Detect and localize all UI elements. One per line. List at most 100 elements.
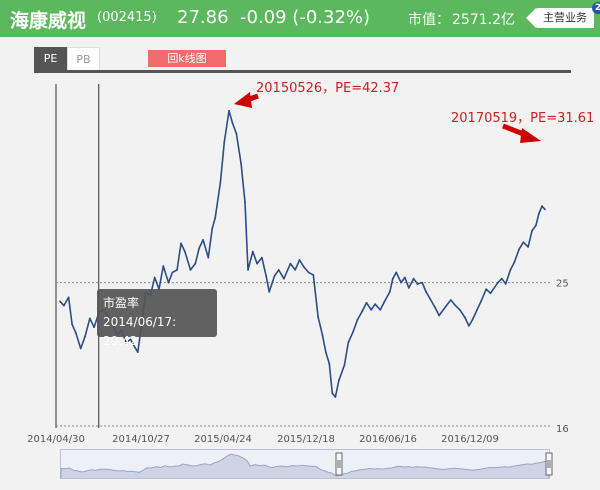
pe-point-72 — [370, 308, 373, 311]
pe-point-42 — [240, 162, 243, 165]
pe-point-39 — [228, 109, 230, 112]
pe-point-99 — [489, 292, 492, 295]
pe-point-18 — [136, 351, 139, 353]
pe-point-53 — [289, 262, 292, 265]
pe-point-82 — [412, 277, 415, 280]
pe-point-61 — [324, 351, 327, 353]
pe-point-31 — [194, 262, 197, 265]
pe-point-106 — [522, 241, 525, 244]
pe-point-51 — [277, 269, 280, 271]
pe-point-58 — [312, 274, 315, 276]
pe-point-67 — [347, 341, 350, 344]
pe-point-27 — [176, 269, 179, 271]
pe-point-34 — [207, 256, 210, 259]
annotation-label-2017: 20170519，PE=31.61 — [451, 111, 594, 126]
pe-point-95 — [471, 319, 474, 321]
x-tick-label: 2014/10/27 — [112, 434, 170, 445]
pe-point-57 — [307, 271, 310, 274]
pe-point-111 — [541, 205, 543, 208]
pe-point-91 — [454, 304, 457, 307]
pe-point-47 — [261, 256, 263, 259]
pe-point-4 — [75, 332, 77, 335]
kline-button[interactable]: 回k线图 — [148, 50, 226, 67]
pe-point-98 — [485, 288, 488, 291]
pe-point-71 — [365, 301, 368, 304]
pe-point-104 — [513, 261, 516, 264]
pe-point-60 — [321, 333, 324, 336]
tab-pb[interactable]: PB — [67, 47, 100, 71]
pe-point-2 — [67, 296, 70, 299]
header-bar: 海康威视 (002415) 27.86 -0.09 (-0.32%) 市值： 2… — [0, 0, 600, 37]
pe-point-59 — [317, 316, 319, 318]
pe-point-29 — [184, 250, 186, 253]
pe-point-37 — [219, 181, 222, 184]
pe-series-line — [59, 110, 546, 398]
pe-point-70 — [361, 310, 364, 313]
annotation-label-2015: 20150526，PE=42.37 — [256, 81, 399, 96]
pe-point-55 — [298, 259, 301, 261]
pe-point-50 — [273, 275, 276, 278]
pe-point-52 — [283, 277, 285, 280]
pe-point-103 — [509, 269, 512, 271]
pe-point-79 — [400, 281, 402, 284]
pe-point-89 — [445, 304, 448, 307]
tab-pe[interactable]: PE — [34, 47, 67, 71]
pe-point-112 — [544, 208, 546, 211]
pe-point-62 — [328, 362, 331, 365]
y-tick-label: 16 — [556, 424, 569, 435]
stock-price: 27.86 — [177, 7, 229, 28]
pe-point-30 — [189, 269, 192, 271]
pe-point-28 — [180, 242, 182, 245]
pe-point-1 — [63, 304, 65, 307]
pe-point-54 — [294, 269, 297, 271]
pe-point-84 — [421, 281, 424, 284]
x-tick-label: 2016/06/16 — [359, 434, 417, 445]
y-tick-label: 25 — [556, 279, 569, 290]
pe-point-83 — [416, 283, 419, 285]
pe-point-78 — [395, 271, 398, 274]
pe-point-96 — [476, 308, 478, 311]
pe-point-56 — [303, 266, 306, 269]
pe-point-86 — [429, 297, 431, 300]
pe-point-69 — [356, 319, 359, 321]
pe-point-33 — [202, 239, 205, 241]
pe-point-32 — [198, 247, 201, 249]
notification-badge: 2 — [592, 2, 600, 14]
pe-point-15 — [125, 341, 127, 344]
pe-point-109 — [535, 224, 537, 227]
x-tick-label: 2016/12/09 — [441, 434, 499, 445]
pe-point-75 — [383, 300, 386, 303]
pe-point-68 — [352, 330, 354, 333]
x-tick-label: 2015/04/24 — [194, 434, 252, 445]
pe-point-48 — [265, 275, 268, 278]
x-tick-label: 2015/12/18 — [277, 434, 335, 445]
pe-point-88 — [438, 314, 440, 317]
pe-point-26 — [171, 271, 174, 274]
pe-point-105 — [518, 248, 520, 251]
pe-point-80 — [404, 276, 406, 279]
business-button[interactable]: 主营业务 — [526, 8, 594, 28]
pe-point-16 — [129, 338, 132, 341]
pe-point-46 — [256, 262, 258, 265]
pe-point-24 — [162, 265, 165, 267]
pe-point-41 — [235, 132, 238, 135]
pe-point-102 — [504, 283, 507, 285]
x-tick-label: 2014/04/30 — [27, 434, 85, 445]
market-cap-label: 市值： — [408, 12, 450, 28]
range-navigator[interactable] — [60, 449, 550, 479]
pe-point-63 — [331, 392, 334, 395]
market-cap-value: 2571.2亿 — [452, 12, 515, 28]
pe-point-65 — [337, 379, 340, 382]
pe-point-66 — [343, 364, 346, 367]
pe-point-45 — [251, 250, 254, 253]
pe-point-94 — [468, 324, 470, 327]
pe-point-97 — [480, 300, 482, 303]
pe-point-87 — [433, 306, 436, 308]
pe-point-100 — [497, 281, 499, 284]
chart-tooltip: 市盈率 2014/06/17: 20.42 — [97, 289, 217, 348]
pe-point-49 — [268, 291, 271, 293]
pe-point-93 — [463, 316, 466, 318]
pe-point-7 — [88, 317, 91, 320]
pe-point-73 — [374, 303, 376, 306]
